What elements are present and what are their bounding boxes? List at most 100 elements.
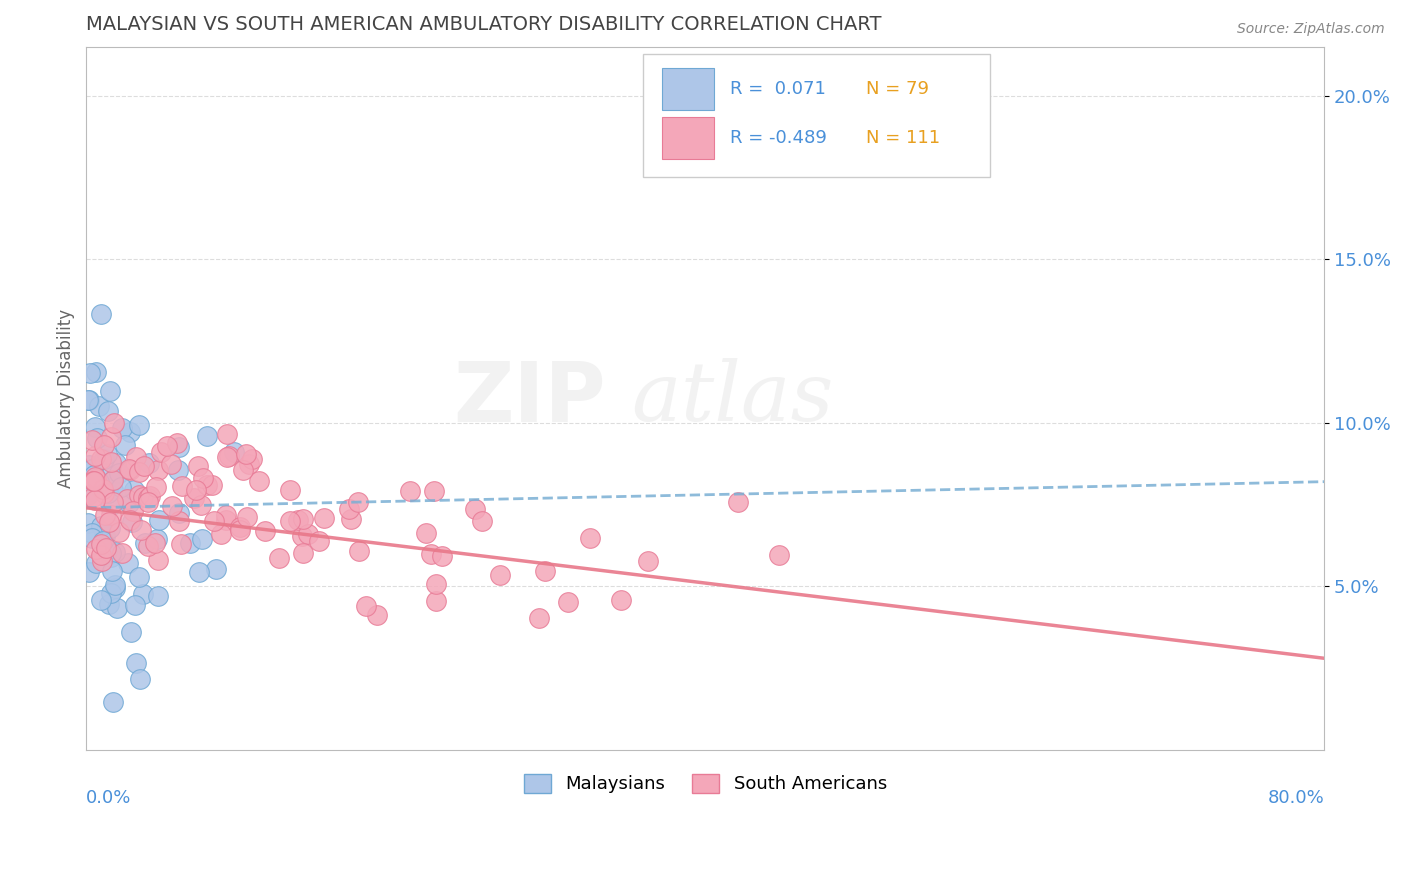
Point bbox=[579, 531, 602, 545]
Point bbox=[121, 516, 143, 530]
Point bbox=[136, 491, 159, 505]
Point bbox=[139, 490, 162, 504]
Point bbox=[108, 467, 131, 481]
Point bbox=[125, 656, 148, 670]
Point bbox=[190, 498, 212, 512]
Point bbox=[136, 539, 159, 553]
Point bbox=[86, 431, 108, 445]
Point bbox=[93, 486, 115, 500]
Point bbox=[297, 527, 319, 541]
Point bbox=[238, 457, 260, 471]
Point bbox=[314, 511, 336, 525]
Point bbox=[148, 513, 170, 527]
Point bbox=[125, 450, 148, 464]
Point bbox=[93, 527, 115, 541]
Point bbox=[415, 525, 437, 540]
Point bbox=[205, 562, 228, 576]
Point bbox=[534, 564, 557, 578]
Point bbox=[202, 514, 225, 528]
Point bbox=[103, 416, 125, 430]
Point bbox=[111, 421, 134, 435]
Point bbox=[128, 418, 150, 433]
Point bbox=[101, 483, 124, 498]
Point bbox=[425, 593, 447, 607]
Point bbox=[107, 525, 129, 540]
Point bbox=[267, 551, 290, 566]
Point bbox=[93, 438, 115, 452]
Point bbox=[471, 514, 494, 528]
Point bbox=[79, 366, 101, 380]
Point bbox=[280, 514, 302, 528]
Point bbox=[91, 539, 114, 553]
Point bbox=[240, 451, 263, 466]
Text: R =  0.071: R = 0.071 bbox=[730, 80, 825, 98]
Point bbox=[253, 524, 276, 538]
Point bbox=[187, 565, 209, 579]
Point bbox=[146, 589, 169, 603]
Point bbox=[129, 523, 152, 537]
Point bbox=[90, 593, 112, 607]
Point bbox=[84, 449, 107, 463]
Point bbox=[82, 490, 104, 504]
Point bbox=[278, 483, 301, 498]
Point bbox=[179, 536, 201, 550]
Point bbox=[172, 479, 194, 493]
Point bbox=[103, 695, 125, 709]
Point bbox=[339, 511, 361, 525]
Point bbox=[98, 384, 121, 399]
Point bbox=[160, 499, 183, 513]
Point bbox=[94, 541, 117, 555]
Point bbox=[232, 463, 254, 477]
Point bbox=[145, 532, 167, 546]
Point bbox=[90, 549, 112, 563]
Point bbox=[111, 546, 134, 560]
Point bbox=[292, 512, 315, 526]
Point bbox=[128, 488, 150, 502]
Point bbox=[291, 529, 314, 543]
Point bbox=[610, 593, 633, 607]
Point bbox=[167, 440, 190, 454]
Y-axis label: Ambulatory Disability: Ambulatory Disability bbox=[58, 309, 75, 488]
Point bbox=[557, 595, 579, 609]
Point bbox=[118, 513, 141, 527]
Point bbox=[156, 439, 179, 453]
Point bbox=[132, 459, 155, 474]
Point bbox=[77, 392, 100, 407]
Point bbox=[97, 515, 120, 529]
Point bbox=[114, 438, 136, 452]
Point bbox=[90, 537, 112, 551]
Point bbox=[96, 486, 118, 500]
Point bbox=[104, 578, 127, 592]
Text: N = 111: N = 111 bbox=[866, 129, 941, 147]
Point bbox=[96, 542, 118, 557]
Text: atlas: atlas bbox=[631, 359, 834, 438]
Point bbox=[104, 545, 127, 559]
Point bbox=[96, 447, 118, 461]
Point bbox=[100, 430, 122, 444]
Point bbox=[122, 483, 145, 497]
Point bbox=[97, 404, 120, 418]
Point bbox=[90, 519, 112, 533]
Point bbox=[236, 510, 259, 524]
Point bbox=[105, 601, 128, 615]
Point bbox=[86, 365, 108, 379]
Text: N = 79: N = 79 bbox=[866, 80, 929, 98]
Point bbox=[191, 533, 214, 547]
Point bbox=[80, 531, 103, 545]
Point bbox=[77, 458, 100, 472]
Point bbox=[201, 478, 224, 492]
Point bbox=[399, 484, 422, 499]
Point bbox=[83, 493, 105, 508]
Point bbox=[247, 474, 270, 488]
Point bbox=[100, 455, 122, 469]
Point bbox=[100, 508, 122, 523]
Point bbox=[145, 480, 167, 494]
Point bbox=[91, 533, 114, 548]
Point bbox=[420, 547, 443, 561]
FancyBboxPatch shape bbox=[644, 54, 990, 177]
Point bbox=[84, 556, 107, 570]
Point bbox=[84, 419, 107, 434]
Point bbox=[91, 553, 114, 567]
Point bbox=[134, 536, 156, 550]
Point bbox=[727, 494, 749, 508]
